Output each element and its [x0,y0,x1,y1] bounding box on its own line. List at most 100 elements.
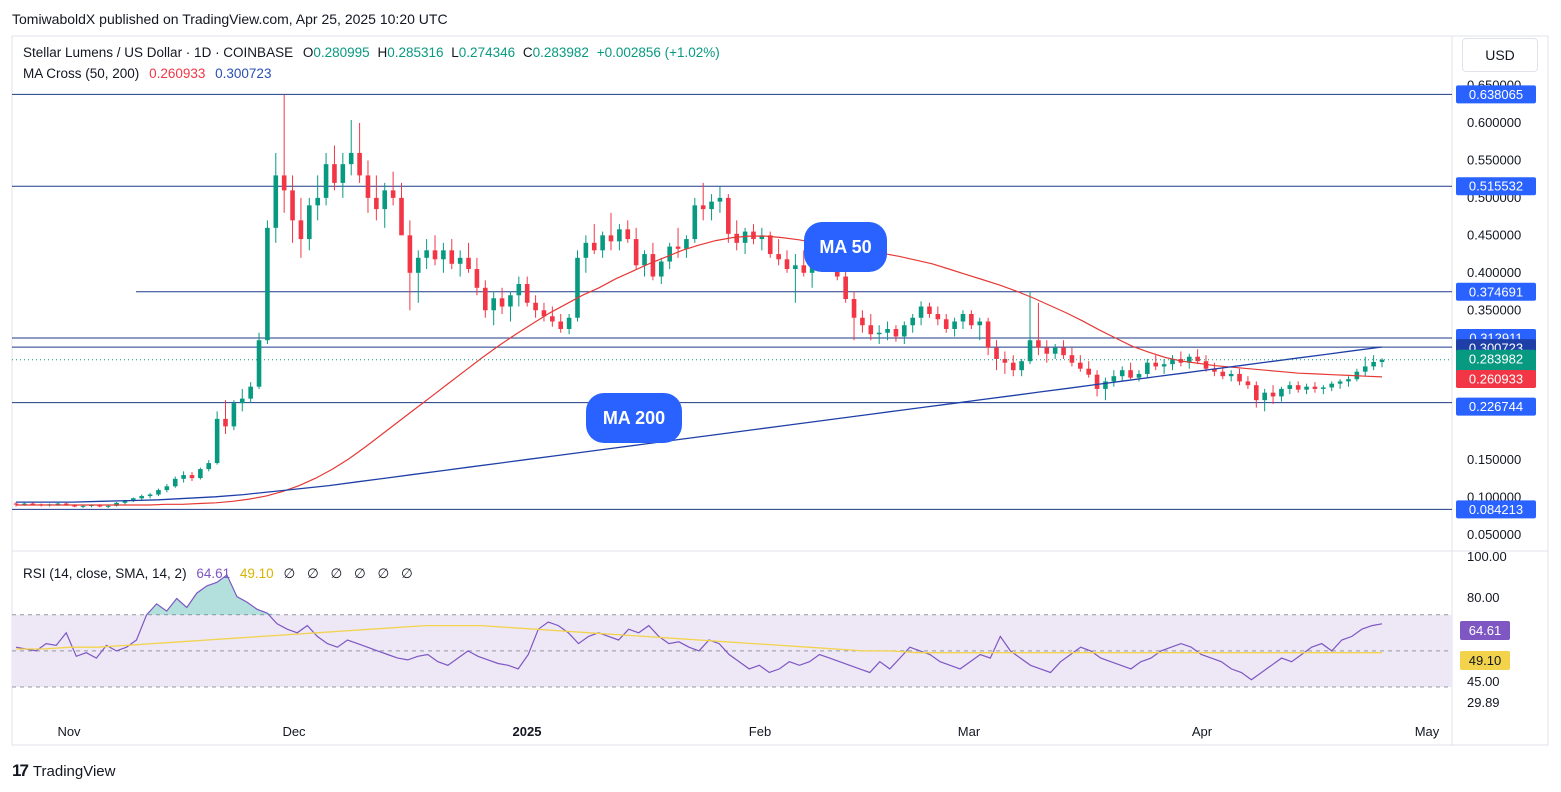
candle-body [1228,373,1234,377]
candle-body [80,505,86,507]
open-value: 0.280995 [313,45,370,60]
candle-body [943,319,949,329]
candle-body [1220,371,1226,377]
level-tag-bg [1456,500,1536,519]
candle-body [960,314,966,322]
candle-body [1337,381,1343,384]
candle-body [575,257,580,318]
level-tag-bg [1456,397,1536,416]
rsi-sma-tag: 49.10 [1469,653,1502,668]
candle-body [1061,347,1066,356]
candle-body [566,317,572,329]
candle-body [357,152,362,176]
candle-body [1078,362,1083,369]
level-tag: 0.226744 [1469,399,1523,414]
candle-body [1103,381,1108,389]
candle-body [985,321,991,348]
level-tag: 0.084213 [1469,502,1523,517]
candle-body [1186,356,1192,363]
candle-body [22,503,27,505]
candle-body [374,197,379,210]
rsi-tag: 64.61 [1469,623,1502,638]
candle-body [927,306,932,314]
candle-body [122,500,128,503]
ma50-tag: 0.260933 [1469,371,1523,386]
candle-body [1321,387,1326,389]
x-tick-label: 2025 [513,724,542,739]
tradingview-logo[interactable]: 17 TradingView [12,761,115,781]
candle-body [223,418,228,427]
candle-body [893,328,899,337]
candle-body [868,325,874,335]
candle-body [1094,374,1100,389]
currency-button[interactable]: USD [1462,38,1538,72]
candle-body [1161,364,1167,367]
candle-body [1010,362,1016,371]
y-tick-label: 0.400000 [1467,265,1521,280]
chart-frame [11,35,1549,746]
candle-body [1329,383,1335,388]
candle-body [617,229,622,242]
candle-body [1262,392,1267,401]
y-tick-label: 0.350000 [1467,302,1521,317]
candle-body [390,190,396,198]
candle-body [55,503,61,505]
candle-body [843,276,848,300]
x-tick-label: Dec [282,724,306,739]
ma200-annotation-bubble [586,393,682,443]
candle-body [751,231,756,240]
candle-body [1304,386,1309,390]
candle-body [365,175,371,198]
candle-body [508,295,513,307]
rsi-y-tick-label: 80.00 [1467,590,1500,605]
candle-body [994,347,999,359]
ma200-value: 0.300723 [215,66,272,81]
candle-body [667,246,672,262]
candle-body [692,205,698,240]
candle-body [348,152,354,165]
level-tag: 0.638065 [1469,87,1523,102]
rsi-overbought-fill [16,575,1382,615]
rsi-y-tick-label: 100.00 [1467,549,1507,564]
candle-body [969,314,974,326]
close-label: C [522,45,533,60]
candle-body [323,164,329,198]
symbol-legend: Stellar Lumens / US Dollar · 1D · COINBA… [23,45,720,60]
candle-body [1312,386,1318,389]
candle-body [1145,362,1150,374]
candle-body [516,284,522,296]
level-tag-bg [1456,177,1536,196]
candle-body [139,496,145,499]
candle-body [114,502,119,506]
candle-body [491,298,496,311]
candle-body [633,239,639,266]
ma200-annotation-text: MA 200 [603,408,665,428]
low-value: 0.274346 [458,45,516,60]
candle-body [1371,361,1376,367]
x-tick-label: Mar [958,724,981,739]
last-price-tag: 0.283982 [1469,352,1523,367]
candle-body [441,250,446,260]
level-tag-bg [1456,85,1536,104]
rsi-y-tick-label: 45.00 [1467,674,1500,689]
candle-body [30,503,36,505]
candle-body [466,257,471,270]
level-tag: 0.374691 [1469,284,1523,299]
candle-body [1027,340,1033,362]
candle-body [700,205,706,210]
candle-body [910,317,915,326]
candle-body [885,328,890,333]
candle-body [407,235,413,273]
candle-body [72,505,77,507]
candle-body [256,340,262,387]
candle-body [131,498,136,501]
candle-body [675,246,681,249]
rsi-legend: RSI (14, close, SMA, 14, 2) 64.61 49.10 … [23,566,417,582]
candle-body [1212,368,1217,372]
candle-body [1153,362,1159,367]
candle-body [1362,366,1368,372]
candle-body [550,316,555,322]
candle-body [97,505,103,507]
tv-logo-icon: 17 [12,761,29,780]
